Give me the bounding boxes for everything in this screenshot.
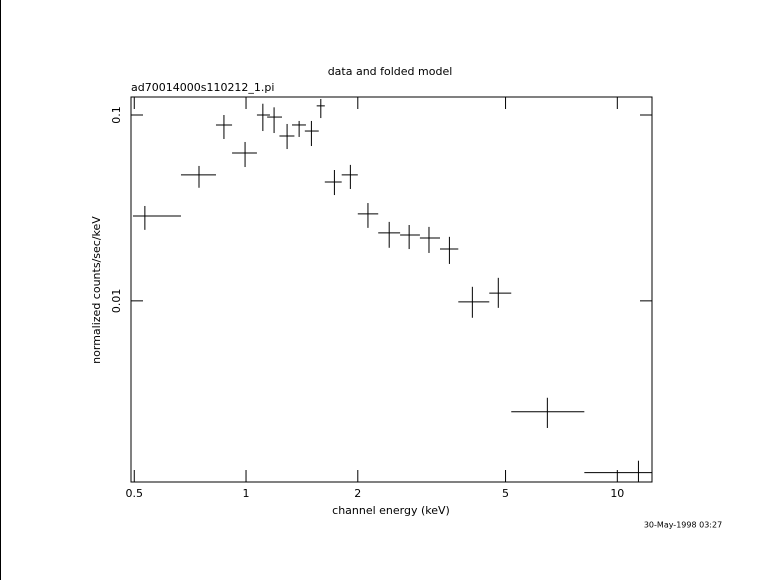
y-tick-label: 0.1	[110, 106, 123, 124]
timestamp: 30-May-1998 03:27	[644, 521, 722, 530]
chart-title: data and folded model	[328, 65, 453, 78]
x-tick-label: 5	[502, 487, 509, 500]
plot-frame	[130, 96, 653, 483]
x-tick-label: 1	[243, 487, 250, 500]
x-axis-label: channel energy (keV)	[332, 504, 450, 517]
x-tick-label: 10	[610, 487, 624, 500]
chart-subtitle: ad70014000s110212_1.pi	[131, 81, 274, 94]
x-tick-label: 2	[354, 487, 361, 500]
x-tick-label: 0.5	[126, 487, 144, 500]
y-axis-label: normalized counts/sec/keV	[90, 216, 103, 364]
y-tick-label: 0.01	[110, 289, 123, 314]
